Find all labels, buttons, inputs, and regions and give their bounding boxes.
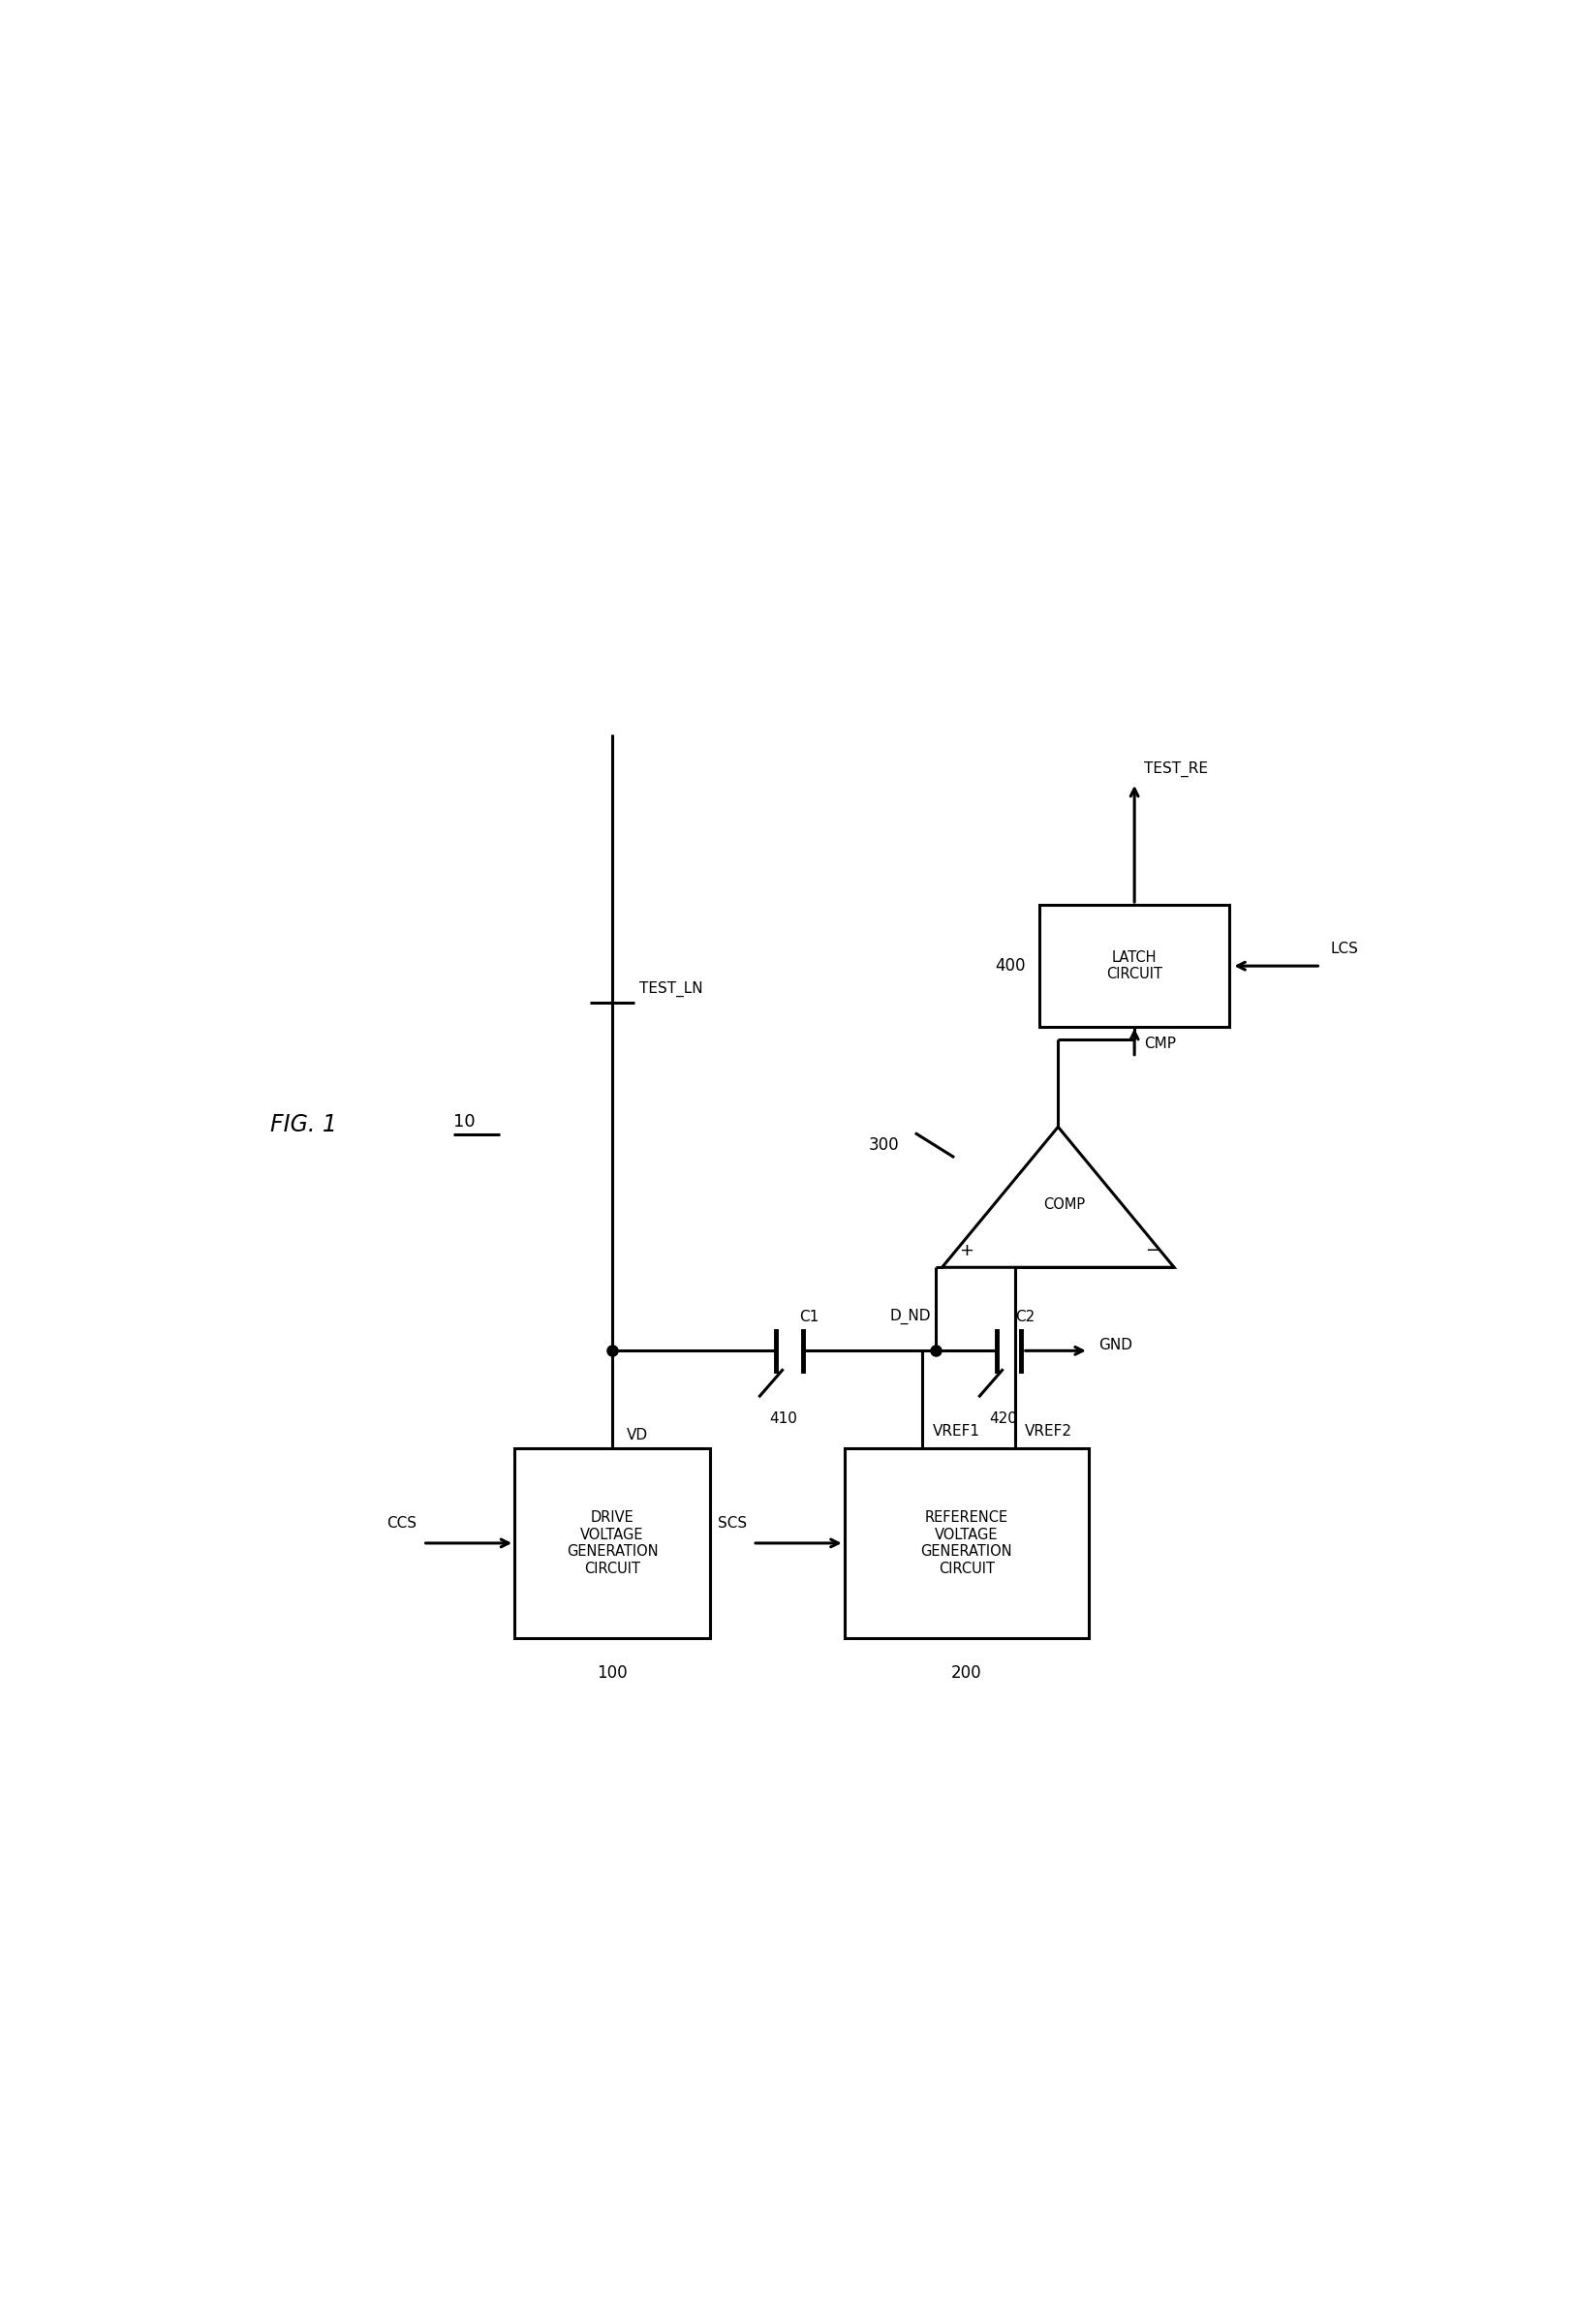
Text: C2: C2 [1015,1308,1035,1325]
Text: TEST_LN: TEST_LN [640,981,703,997]
Text: 300: 300 [868,1136,900,1155]
Text: +: + [960,1241,974,1260]
Text: GND: GND [1098,1336,1132,1353]
Text: TEST_RE: TEST_RE [1144,760,1209,776]
Text: VD: VD [627,1427,648,1443]
Text: C1: C1 [799,1308,820,1325]
Text: −: − [1144,1241,1160,1260]
Text: LCS: LCS [1330,941,1359,955]
Text: 10: 10 [454,1113,476,1132]
Text: D_ND: D_ND [890,1308,931,1325]
Text: CMP: CMP [1144,1037,1176,1050]
Text: 200: 200 [952,1664,982,1683]
Text: REFERENCE
VOLTAGE
GENERATION
CIRCUIT: REFERENCE VOLTAGE GENERATION CIRCUIT [920,1511,1012,1576]
Text: VREF2: VREF2 [1024,1425,1073,1439]
Bar [1040,904,1229,1027]
Text: DRIVE
VOLTAGE
GENERATION
CIRCUIT: DRIVE VOLTAGE GENERATION CIRCUIT [566,1511,659,1576]
Bar [845,1448,1089,1638]
Text: 420: 420 [990,1411,1017,1427]
Text: CCS: CCS [386,1515,416,1532]
Text: 410: 410 [769,1411,797,1427]
Text: FIG. 1: FIG. 1 [269,1113,337,1136]
Text: 100: 100 [597,1664,627,1683]
Text: 400: 400 [994,957,1024,974]
Text: LATCH
CIRCUIT: LATCH CIRCUIT [1106,951,1163,981]
Text: VREF1: VREF1 [933,1425,980,1439]
Text: SCS: SCS [717,1515,747,1532]
Bar [514,1448,709,1638]
Text: COMP: COMP [1043,1197,1086,1211]
